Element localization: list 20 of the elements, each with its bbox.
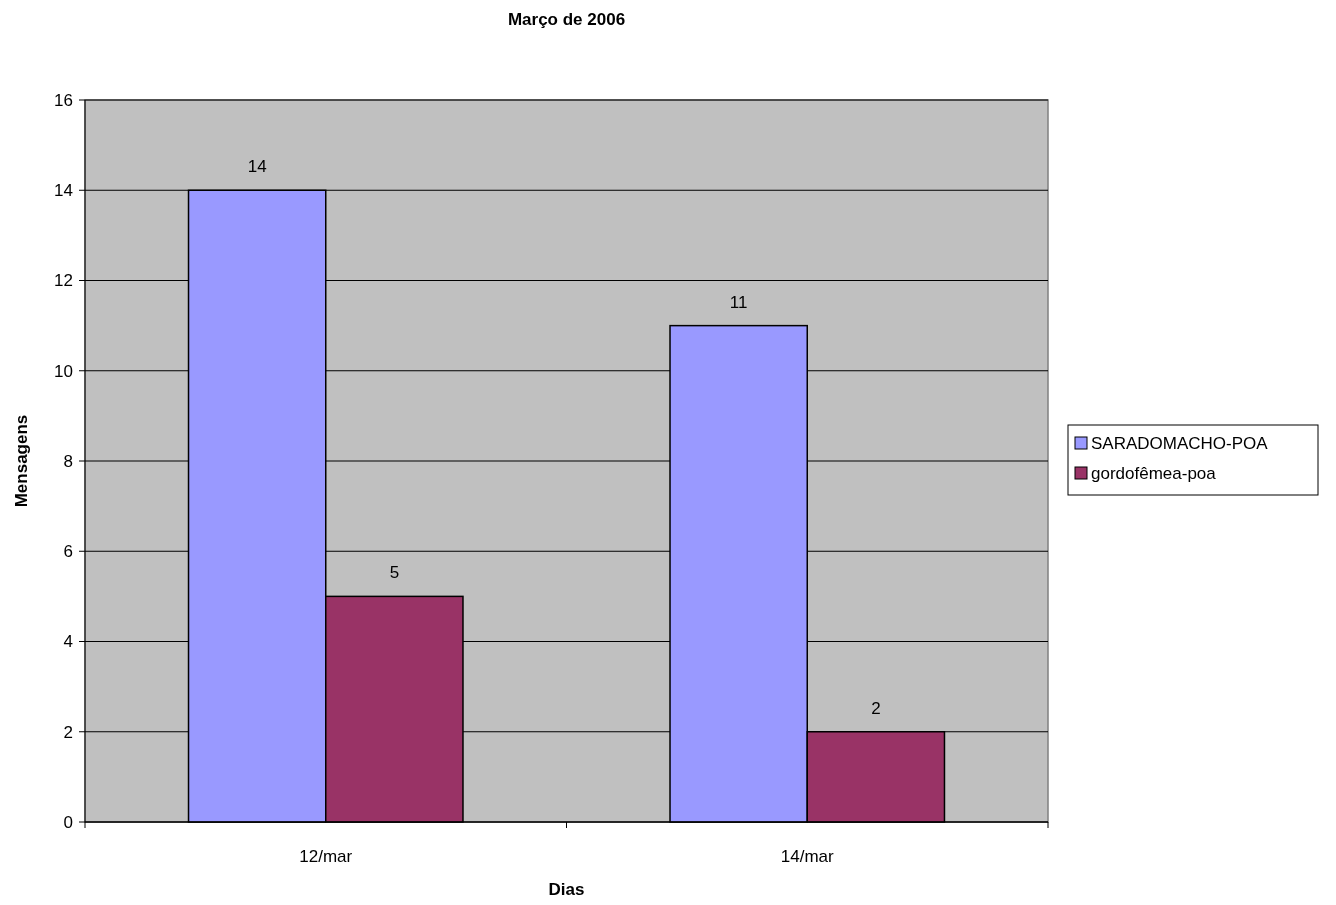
data-label: 11 bbox=[729, 292, 748, 312]
data-label: 14 bbox=[247, 157, 267, 177]
y-tick-label: 14 bbox=[54, 181, 73, 201]
x-tick-label: 12/mar bbox=[299, 847, 353, 866]
data-label: 2 bbox=[871, 698, 881, 718]
legend-label: gordofêmea-poa bbox=[1091, 463, 1217, 483]
y-tick-label: 10 bbox=[54, 361, 73, 381]
y-tick-label: 4 bbox=[63, 632, 73, 652]
x-tick-label: 14/mar bbox=[780, 847, 835, 866]
y-tick-label: 2 bbox=[63, 722, 73, 742]
y-tick-label: 16 bbox=[54, 90, 73, 110]
y-tick-label: 6 bbox=[63, 542, 73, 562]
data-label: 5 bbox=[389, 563, 400, 583]
y-tick-label: 0 bbox=[63, 812, 73, 832]
y-tick-label: 12 bbox=[54, 271, 73, 291]
y-tick-label: 8 bbox=[63, 451, 73, 471]
x-axis-title: Dias bbox=[548, 880, 585, 899]
y-axis-title: Mensagens bbox=[12, 414, 31, 508]
legend-label: SARADOMACHO-POA bbox=[1091, 433, 1269, 453]
chart-title: Março de 2006 bbox=[507, 10, 626, 29]
